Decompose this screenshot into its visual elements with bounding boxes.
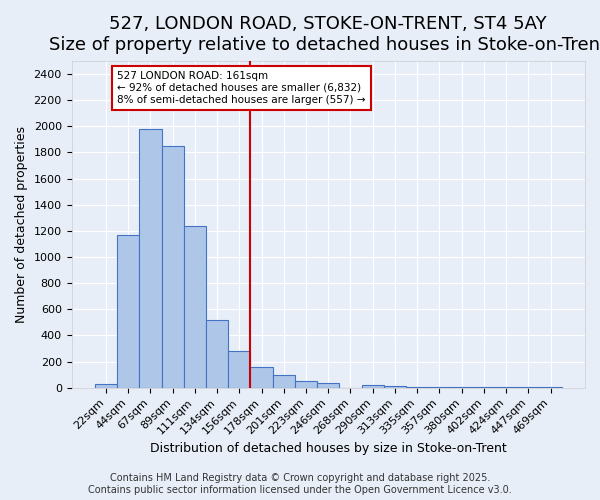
X-axis label: Distribution of detached houses by size in Stoke-on-Trent: Distribution of detached houses by size …: [150, 442, 506, 455]
Bar: [272, 376, 295, 388]
Bar: [139, 129, 161, 388]
Bar: [362, 385, 384, 388]
Bar: [295, 381, 317, 388]
Bar: [428, 387, 451, 388]
Bar: [250, 368, 272, 388]
Bar: [161, 146, 184, 388]
Text: 527 LONDON ROAD: 161sqm
← 92% of detached houses are smaller (6,832)
8% of semi-: 527 LONDON ROAD: 161sqm ← 92% of detache…: [117, 72, 365, 104]
Bar: [184, 226, 206, 388]
Bar: [206, 320, 228, 388]
Bar: [384, 386, 406, 388]
Y-axis label: Number of detached properties: Number of detached properties: [15, 126, 28, 323]
Title: 527, LONDON ROAD, STOKE-ON-TRENT, ST4 5AY
Size of property relative to detached : 527, LONDON ROAD, STOKE-ON-TRENT, ST4 5A…: [49, 15, 600, 54]
Bar: [517, 387, 539, 388]
Bar: [317, 382, 340, 388]
Bar: [95, 384, 117, 388]
Text: Contains HM Land Registry data © Crown copyright and database right 2025.
Contai: Contains HM Land Registry data © Crown c…: [88, 474, 512, 495]
Bar: [473, 387, 495, 388]
Bar: [451, 387, 473, 388]
Bar: [495, 387, 517, 388]
Bar: [539, 387, 562, 388]
Bar: [406, 387, 428, 388]
Bar: [228, 351, 250, 388]
Bar: [117, 235, 139, 388]
